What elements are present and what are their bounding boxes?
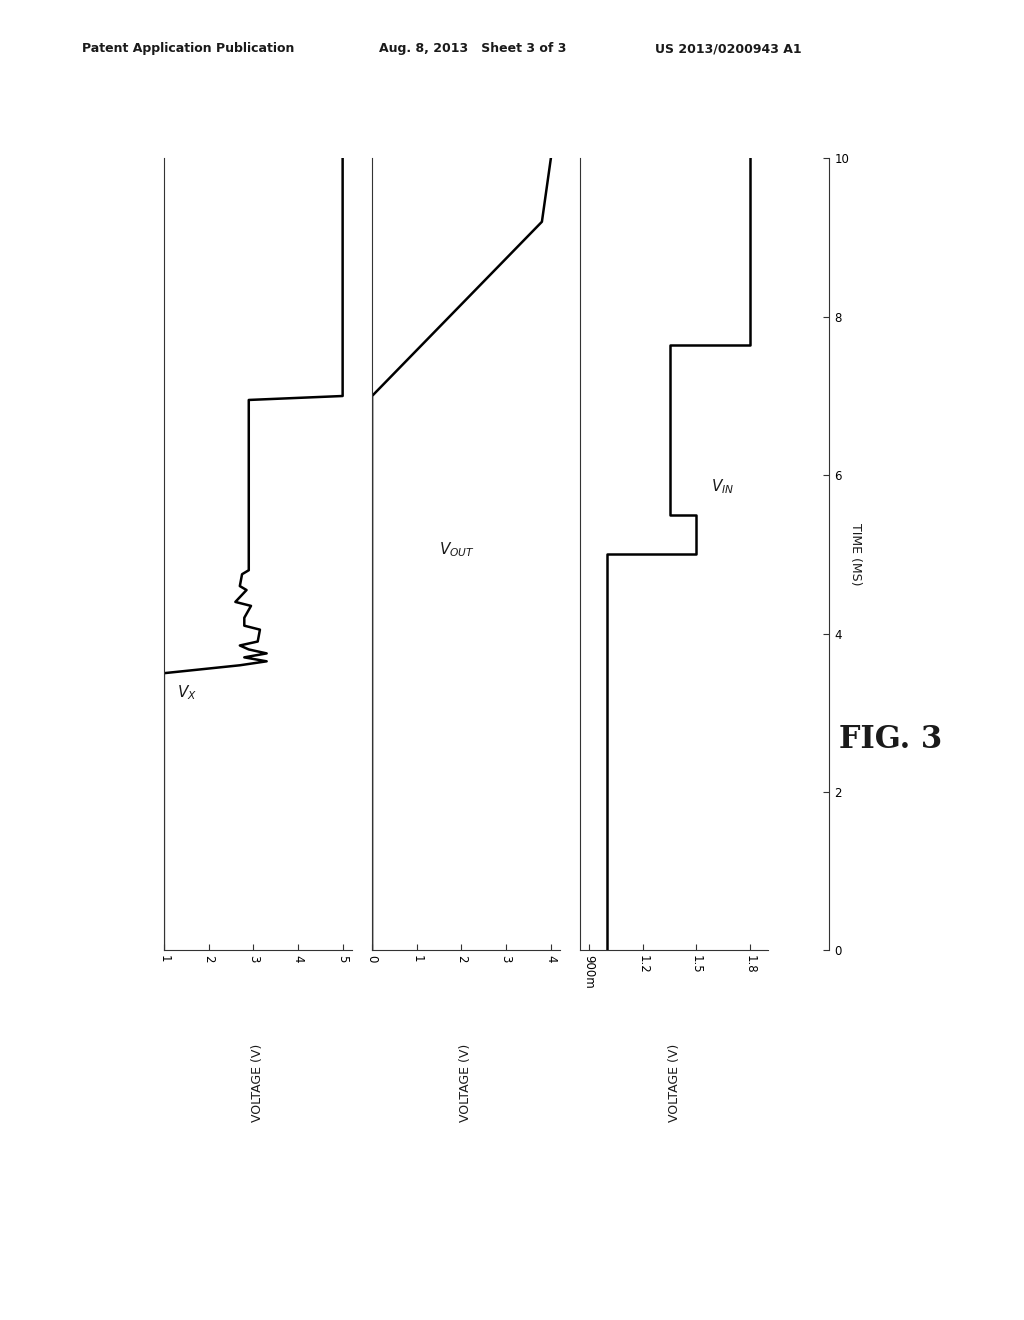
Text: $V_X$: $V_X$ [177, 682, 198, 702]
Text: VOLTAGE (V): VOLTAGE (V) [460, 1043, 472, 1122]
Text: $V_{IN}$: $V_{IN}$ [711, 477, 734, 496]
Text: Patent Application Publication: Patent Application Publication [82, 42, 294, 55]
Text: US 2013/0200943 A1: US 2013/0200943 A1 [655, 42, 802, 55]
Text: $V_{OUT}$: $V_{OUT}$ [439, 540, 475, 560]
Text: TIME (MS): TIME (MS) [849, 523, 861, 586]
Text: Aug. 8, 2013   Sheet 3 of 3: Aug. 8, 2013 Sheet 3 of 3 [379, 42, 566, 55]
Text: VOLTAGE (V): VOLTAGE (V) [668, 1043, 681, 1122]
Text: VOLTAGE (V): VOLTAGE (V) [251, 1043, 264, 1122]
Text: FIG. 3: FIG. 3 [840, 723, 942, 755]
